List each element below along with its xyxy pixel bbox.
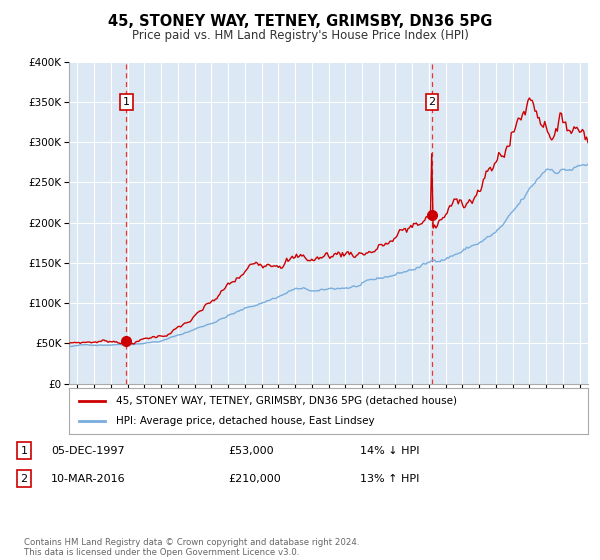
Text: 2: 2 [20, 474, 28, 484]
Text: 2: 2 [428, 97, 436, 107]
Text: Contains HM Land Registry data © Crown copyright and database right 2024.
This d: Contains HM Land Registry data © Crown c… [24, 538, 359, 557]
Text: 14% ↓ HPI: 14% ↓ HPI [360, 446, 419, 456]
Text: 05-DEC-1997: 05-DEC-1997 [51, 446, 125, 456]
Text: £210,000: £210,000 [228, 474, 281, 484]
Text: 1: 1 [123, 97, 130, 107]
Text: 10-MAR-2016: 10-MAR-2016 [51, 474, 125, 484]
Text: 45, STONEY WAY, TETNEY, GRIMSBY, DN36 5PG: 45, STONEY WAY, TETNEY, GRIMSBY, DN36 5P… [108, 14, 492, 29]
Text: Price paid vs. HM Land Registry's House Price Index (HPI): Price paid vs. HM Land Registry's House … [131, 29, 469, 41]
Text: 45, STONEY WAY, TETNEY, GRIMSBY, DN36 5PG (detached house): 45, STONEY WAY, TETNEY, GRIMSBY, DN36 5P… [116, 396, 457, 406]
Text: £53,000: £53,000 [228, 446, 274, 456]
Text: HPI: Average price, detached house, East Lindsey: HPI: Average price, detached house, East… [116, 416, 374, 426]
Text: 13% ↑ HPI: 13% ↑ HPI [360, 474, 419, 484]
Text: 1: 1 [20, 446, 28, 456]
